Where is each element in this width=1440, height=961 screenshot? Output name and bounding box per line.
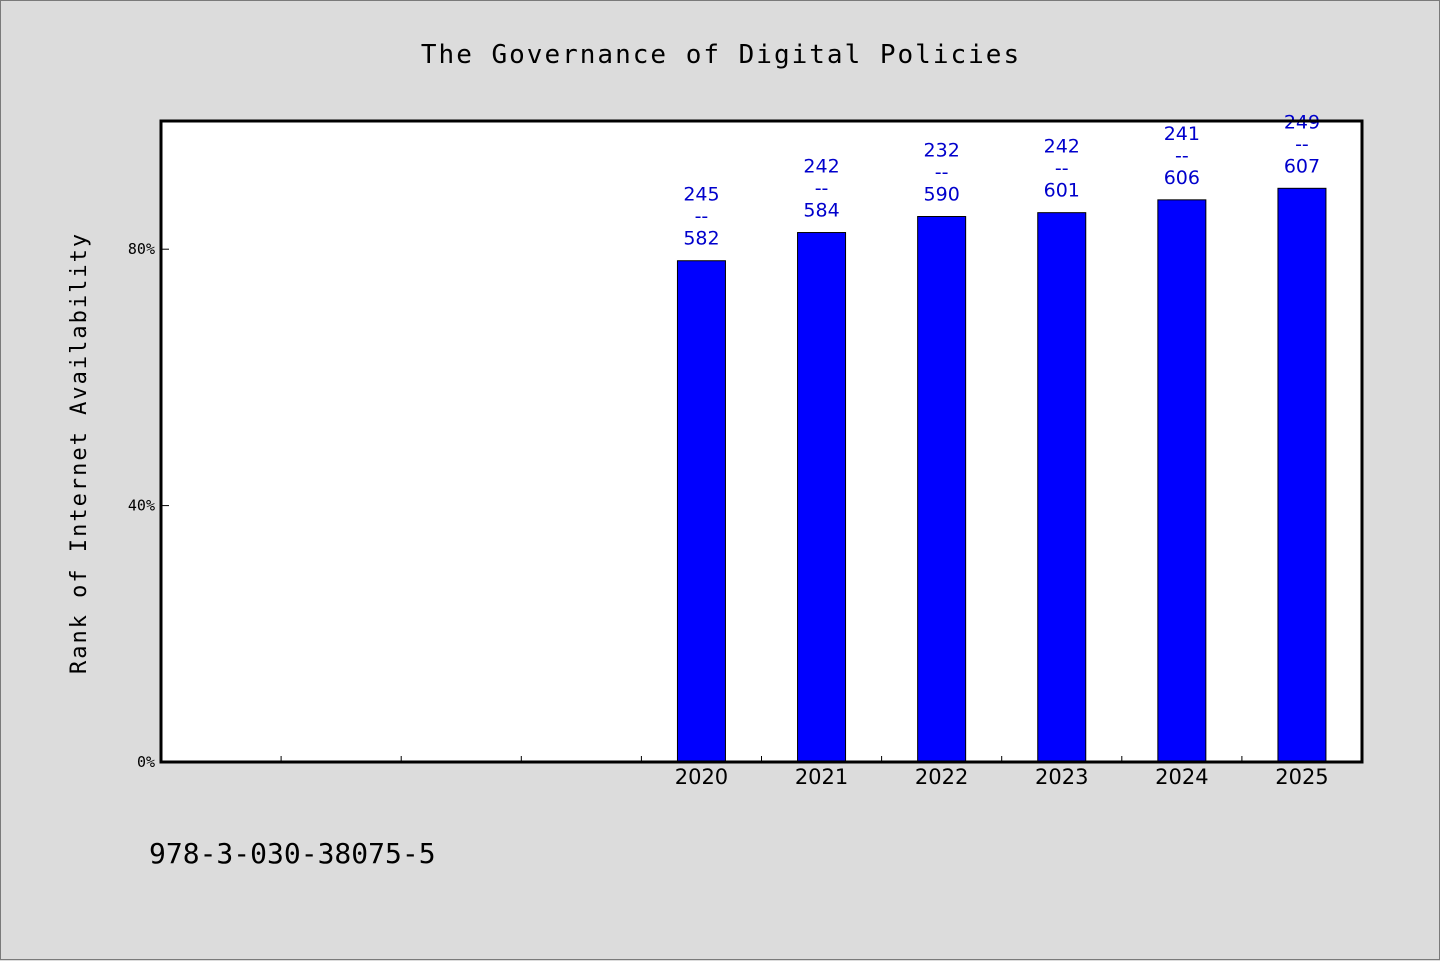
data-label: -- [695, 206, 709, 228]
y-tick-label: 40% [128, 497, 155, 515]
data-label: 601 [1044, 180, 1080, 202]
data-label: -- [1295, 133, 1309, 155]
x-tick-label: 2024 [1155, 765, 1208, 789]
data-label: 607 [1284, 155, 1320, 177]
y-tick-label: 80% [128, 240, 155, 258]
x-tick-label: 2025 [1275, 765, 1328, 789]
bar [1277, 187, 1327, 763]
data-label: 584 [803, 200, 839, 222]
bar [1037, 212, 1087, 763]
x-tick-label: 2022 [915, 765, 968, 789]
data-label: 242 [1044, 136, 1080, 158]
y-axis-label: Rank of Internet Availability [67, 232, 92, 674]
x-tick-label: 2021 [795, 765, 848, 789]
bars-group [676, 187, 1327, 763]
data-label: 242 [803, 156, 839, 178]
data-label: 582 [683, 228, 719, 250]
chart-title: The Governance of Digital Policies [421, 40, 1021, 70]
footer-isbn: 978-3-030-38075-5 [149, 837, 436, 870]
bar [1157, 199, 1207, 763]
x-axis: 2020 2021 2022 2023 2024 2025 [280, 756, 1329, 789]
bar [797, 232, 847, 763]
data-label: 241 [1164, 123, 1200, 145]
data-label: -- [935, 162, 949, 184]
bar [917, 216, 967, 763]
data-label: 245 [683, 184, 719, 206]
bar [676, 260, 726, 763]
x-tick-label: 2020 [675, 765, 728, 789]
data-label: 606 [1164, 167, 1200, 189]
x-tick-label: 2023 [1035, 765, 1088, 789]
data-label: 232 [924, 140, 960, 162]
data-label: -- [815, 178, 829, 200]
data-label: 590 [924, 184, 960, 206]
data-label: -- [1175, 145, 1189, 167]
y-axis: 0% 40% 80% [128, 240, 169, 771]
y-tick-label: 0% [137, 753, 155, 771]
data-label: -- [1055, 158, 1069, 180]
data-labels-group: 245--582242--584232--590242--601241--606… [683, 111, 1320, 249]
